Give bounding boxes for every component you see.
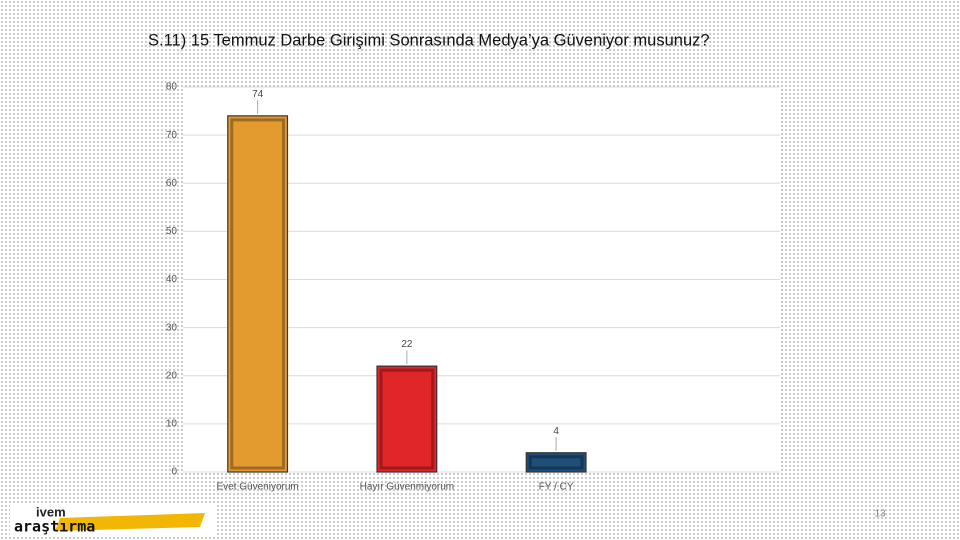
page-number: 13 [874,509,886,520]
y-tick-label: 40 [166,274,178,285]
y-tick-label: 80 [166,82,178,93]
y-tick-label: 70 [166,130,178,141]
y-tick-label: 10 [166,419,178,430]
bar [525,452,587,473]
logo: ivem araştırma [10,504,215,536]
y-tick-label: 20 [166,370,178,381]
bar-bevel [528,455,584,470]
data-label: 74 [252,89,264,100]
x-tick-label: FY / CY [539,482,574,493]
y-tick-label: 50 [166,226,178,237]
bar [227,115,289,473]
logo-bottom: araştırma [14,518,95,536]
bar [376,365,438,473]
data-label: 22 [401,339,413,350]
logo-swoosh [55,513,205,531]
chart-title: S.11) 15 Temmuz Darbe Girişimi Sonrasınd… [148,31,710,49]
data-label: 4 [553,426,559,437]
y-tick-label: 30 [166,322,178,333]
bar-bevel [379,368,435,470]
y-tick-label: 60 [166,178,178,189]
y-tick-label: 0 [171,467,177,478]
bar-bevel [230,118,285,470]
x-tick-label: Evet Güveniyorum [216,482,298,493]
x-tick-label: Hayır Güvenmiyorum [360,482,454,493]
logo-top: ivem [36,504,66,519]
